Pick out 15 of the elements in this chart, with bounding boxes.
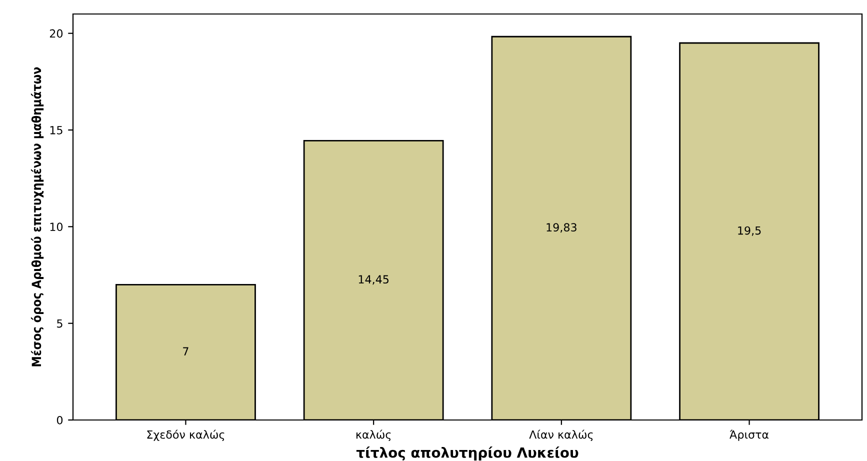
x-axis-title: τίτλος απολυτηρίου Λυκείου bbox=[356, 446, 578, 460]
x-tick-label: Άριστα bbox=[730, 430, 769, 441]
data-label: 7 bbox=[183, 347, 188, 356]
y-axis-title: Μέσος όρος Αριθμού επιτυχημένων μαθημάτων bbox=[30, 67, 44, 366]
data-label: 19,5 bbox=[738, 226, 761, 236]
data-label: 19,83 bbox=[546, 223, 576, 233]
x-tick-label: Λίαν καλώς bbox=[529, 430, 593, 441]
x-tick-label: καλώς bbox=[356, 430, 391, 441]
y-tick-label: 0 bbox=[56, 416, 63, 424]
data-label: 14,45 bbox=[358, 275, 389, 285]
y-tick-label: 5 bbox=[57, 319, 62, 328]
y-tick-label: 15 bbox=[50, 126, 62, 134]
x-tick-label: Σχεδόν καλώς bbox=[147, 430, 224, 441]
y-tick-label: 10 bbox=[50, 222, 63, 232]
y-tick-label: 20 bbox=[50, 29, 63, 38]
